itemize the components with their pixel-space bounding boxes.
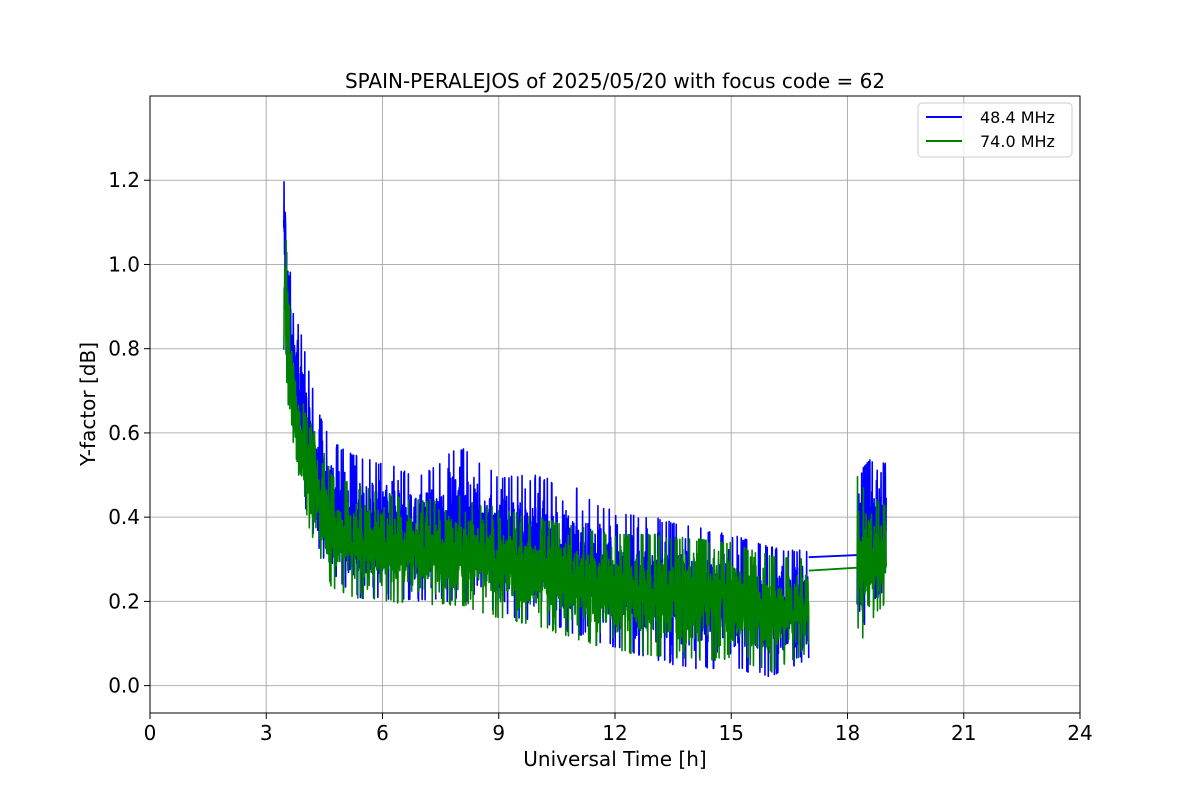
y-tick-label: 0.2 <box>108 589 140 613</box>
y-tick-label: 1.2 <box>108 168 140 192</box>
x-tick-label: 18 <box>835 721 860 745</box>
series-gap-bridge <box>808 566 858 572</box>
chart-title: SPAIN-PERALEJOS of 2025/05/20 with focus… <box>345 69 885 93</box>
series-trace-late <box>856 459 887 626</box>
legend-label-74mhz: 74.0 MHz <box>980 132 1055 151</box>
x-tick-label: 3 <box>260 721 273 745</box>
y-tick-label: 0.4 <box>108 505 140 529</box>
y-tick-label: 0.6 <box>108 421 140 445</box>
y-axis-label: Y-factor [dB] <box>76 342 100 467</box>
x-tick-label: 15 <box>719 721 744 745</box>
x-tick-label: 6 <box>376 721 389 745</box>
series-trace-main <box>282 239 810 673</box>
x-axis-label: Universal Time [h] <box>523 747 706 771</box>
legend: 48.4 MHz 74.0 MHz <box>917 102 1073 158</box>
y-tick-label: 0.8 <box>108 337 140 361</box>
plot-area <box>282 180 887 678</box>
x-tick-label: 21 <box>951 721 976 745</box>
x-axis-ticks: 0 3 6 9 12 15 18 21 24 <box>144 713 1093 745</box>
y-tick-label: 1.0 <box>108 252 140 276</box>
y-tick-label: 0.0 <box>108 674 140 698</box>
series-74mhz <box>282 239 887 673</box>
x-tick-label: 0 <box>144 721 157 745</box>
x-tick-label: 12 <box>602 721 627 745</box>
legend-label-48mhz: 48.4 MHz <box>980 108 1055 127</box>
x-tick-label: 24 <box>1067 721 1092 745</box>
series-trace-late <box>856 475 887 639</box>
series-gap-bridge <box>808 554 858 559</box>
y-axis-ticks: 0.0 0.2 0.4 0.6 0.8 1.0 1.2 <box>108 168 150 698</box>
x-tick-label: 9 <box>492 721 505 745</box>
series-layer <box>282 180 887 678</box>
